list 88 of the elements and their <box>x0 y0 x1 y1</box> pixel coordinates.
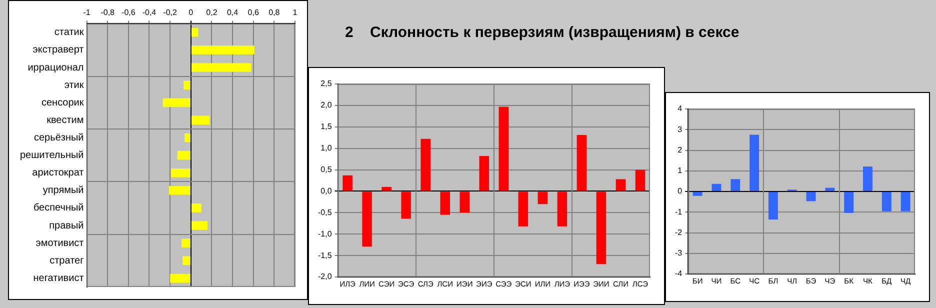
bar <box>538 192 548 204</box>
y-tick-label: 0,5 <box>320 164 332 174</box>
bar <box>342 175 352 191</box>
y-tick-label: -3 <box>674 248 683 258</box>
bar <box>182 256 190 266</box>
y-tick-label: -0,5 <box>318 208 332 217</box>
bar <box>420 138 430 191</box>
y-tick-label: 0 <box>678 186 683 196</box>
bar <box>576 135 587 191</box>
bar <box>191 28 198 37</box>
bar <box>844 192 854 213</box>
bar <box>518 192 528 226</box>
y-tick-label: иррационал <box>28 62 84 74</box>
bar <box>692 192 702 196</box>
x-tick-label: 1 <box>292 8 298 18</box>
y-tick-label: 0,0 <box>320 186 332 196</box>
bar <box>191 63 252 72</box>
y-tick-label: -1 <box>674 207 683 216</box>
bar <box>596 192 606 264</box>
y-tick-label: 2 <box>678 145 683 154</box>
bar <box>863 166 872 191</box>
x-tick-label: -0,6 <box>122 8 136 18</box>
y-tick-label: правый <box>49 220 84 232</box>
bar <box>806 192 816 202</box>
bar <box>171 168 190 178</box>
bar <box>730 179 740 191</box>
bar <box>768 192 778 220</box>
bar <box>900 192 910 212</box>
x-tick-label: 0,6 <box>248 8 260 18</box>
y-tick-label: аристократ <box>32 168 84 179</box>
bar <box>440 192 450 215</box>
x-tick-label: -0,4 <box>142 8 157 18</box>
y-tick-label: -2 <box>674 228 683 237</box>
bar <box>162 98 190 108</box>
bar <box>882 192 892 212</box>
y-tick-label: -1,5 <box>318 250 332 260</box>
bar <box>169 186 190 195</box>
y-tick-label: -2,0 <box>318 272 332 282</box>
bar <box>177 150 190 160</box>
bar <box>460 192 470 213</box>
bar <box>712 184 722 191</box>
bar <box>182 238 190 248</box>
y-tick-label: решительный <box>20 150 84 162</box>
bar <box>362 192 372 247</box>
y-tick-label: экстраверт <box>32 44 84 56</box>
y-tick-label: 1,0 <box>320 144 332 153</box>
bar <box>479 156 490 191</box>
y-tick-label: квестим <box>46 114 84 126</box>
bar <box>557 192 568 226</box>
y-tick-label: -1,0 <box>318 229 332 238</box>
bar <box>184 133 190 142</box>
y-tick-label: стратег <box>50 255 84 266</box>
bar <box>635 170 646 191</box>
x-tick-label: -0,8 <box>100 8 116 18</box>
y-tick-label: эмотивист <box>36 238 84 249</box>
bar <box>401 192 411 219</box>
x-tick-label: -0,2 <box>163 8 178 18</box>
x-tick-label: -1 <box>83 8 91 18</box>
chart-title: 2 Склонность к перверзиям (извращениям) в сексе <box>345 24 740 41</box>
y-tick-label: 1,5 <box>320 122 332 132</box>
bar <box>170 274 190 283</box>
y-tick-label: 3 <box>678 124 683 134</box>
y-tick-label: 1 <box>678 166 683 176</box>
y-tick-label: серьёзный <box>34 132 84 144</box>
y-tick-label: 4 <box>678 104 683 114</box>
y-tick-label: 2,5 <box>320 79 332 88</box>
x-tick-label: 0,4 <box>226 8 239 18</box>
bar <box>191 116 210 125</box>
y-tick-label: статик <box>54 27 84 38</box>
x-tick-label: 0,8 <box>268 8 280 18</box>
y-tick-label: 2,0 <box>320 100 332 110</box>
bar <box>184 80 190 90</box>
y-tick-label: сенсорик <box>41 97 84 108</box>
y-tick-label: негативист <box>33 272 84 284</box>
x-tick-label: 0,2 <box>206 8 218 18</box>
bar <box>498 106 509 191</box>
y-tick-label: беспечный <box>33 202 84 214</box>
bar <box>191 221 208 230</box>
x-tick-label: 0 <box>188 8 194 18</box>
y-tick-label: этик <box>64 80 84 91</box>
bar <box>825 188 835 191</box>
bar <box>191 46 254 54</box>
bar <box>382 186 392 191</box>
bar <box>191 204 202 212</box>
bar <box>616 179 626 191</box>
bar <box>750 134 760 191</box>
y-tick-label: упрямый <box>42 185 84 196</box>
y-tick-label: -4 <box>674 269 683 278</box>
